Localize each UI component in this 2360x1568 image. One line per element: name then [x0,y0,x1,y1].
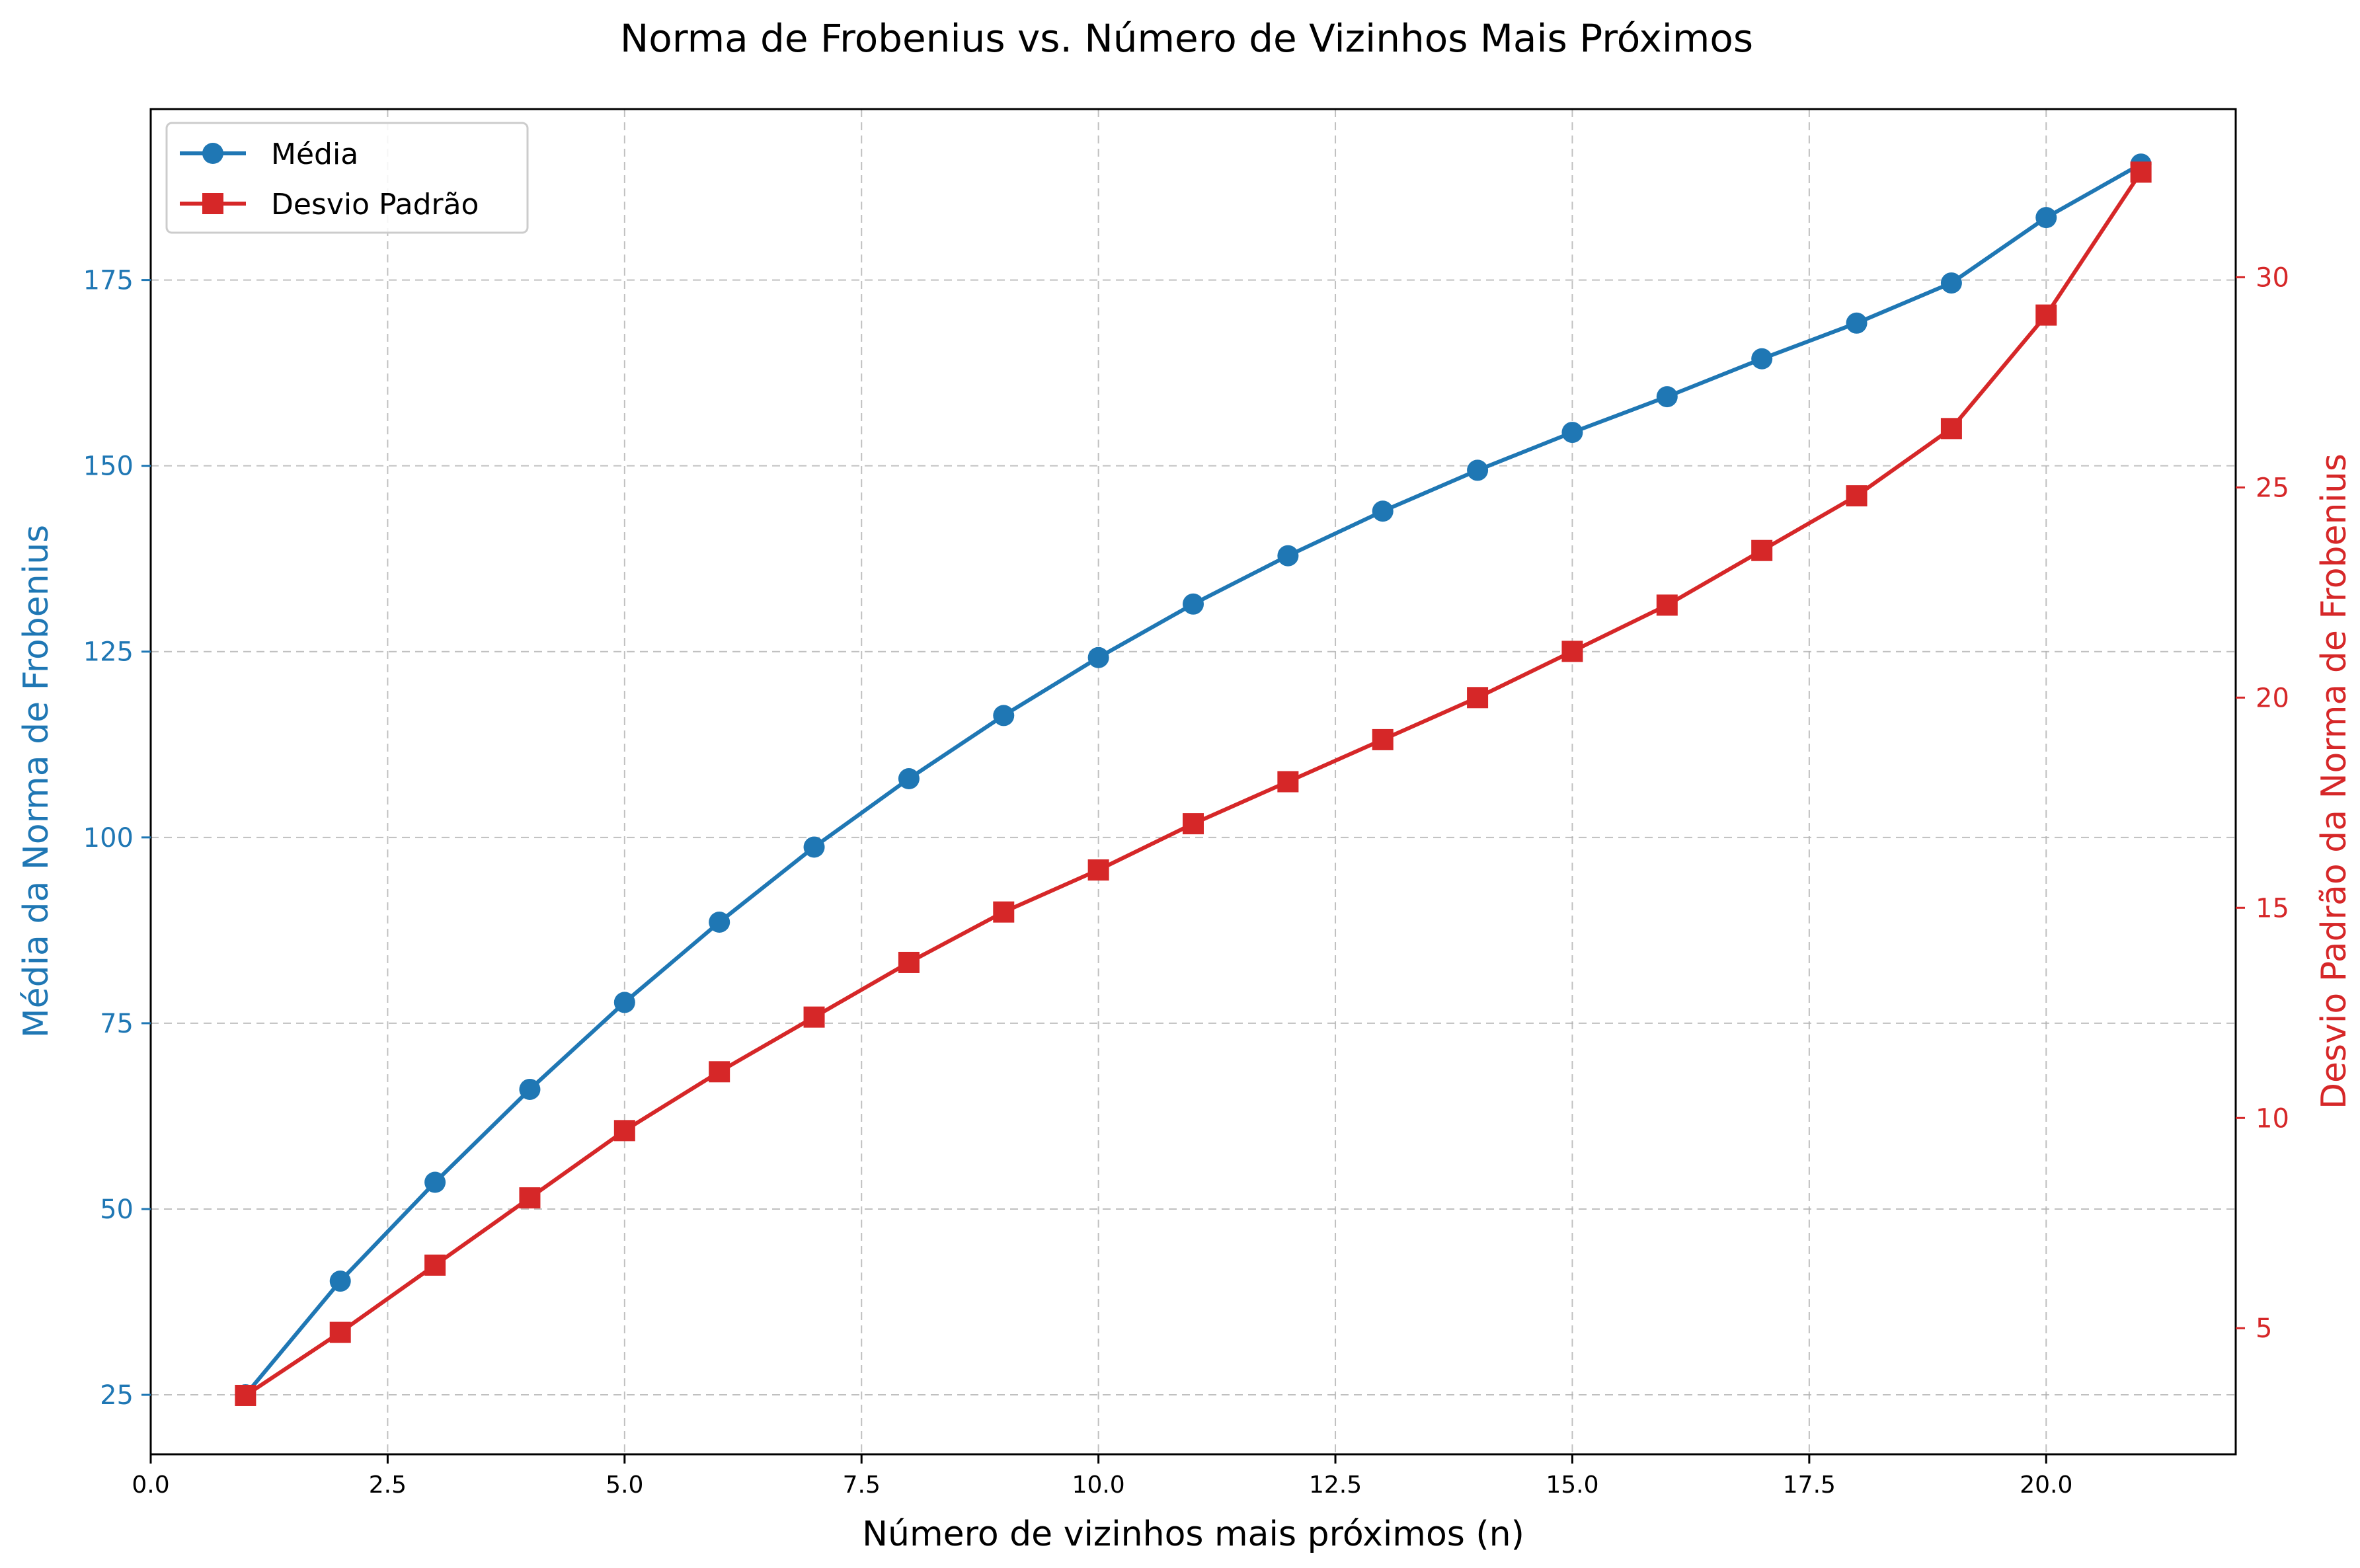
x-axis-label: Número de vizinhos mais próximos (n) [862,1514,1524,1554]
media-point [1183,593,1204,615]
legend-box [165,122,529,234]
desvio-point [2035,304,2057,326]
x-tick-label: 17.5 [1783,1471,1836,1499]
legend-media-marker [202,143,223,164]
y-left-tick-label: 125 [83,637,134,668]
desvio-point [1277,771,1299,793]
y-left-tick-label: 100 [83,823,134,853]
desvio-point [2130,161,2152,183]
desvio-point [1183,813,1204,835]
x-tick-label: 12.5 [1309,1471,1362,1499]
grid-lines [151,109,2236,1454]
x-tick-label: 10.0 [1072,1471,1125,1499]
media-point [1846,312,1868,334]
media-point [2035,207,2057,229]
y-left-tick-label: 75 [100,1009,134,1039]
desvio-point [1940,418,1962,440]
media-point [1656,386,1678,408]
desvio-point [803,1006,825,1028]
media-point [329,1271,351,1292]
media-point [709,911,730,933]
chart-title: Norma de Frobenius vs. Número de Vizinho… [620,16,1753,61]
x-tick-label: 15.0 [1546,1471,1598,1499]
desvio-point [993,901,1015,923]
y-right-tick-label: 10 [2256,1103,2289,1134]
x-tick-label: 7.5 [843,1471,881,1499]
media-point [898,768,920,790]
media-point [1372,500,1394,522]
desvio-point [1467,687,1489,709]
desvio-point [898,951,920,973]
legend-desvio-marker [202,193,223,214]
desvio-point [709,1061,730,1083]
media-point [1561,422,1583,444]
y-left-tick-label: 175 [83,266,134,296]
x-tick-label: 2.5 [369,1471,407,1499]
desvio-point [1656,594,1678,616]
legend-desvio-label: Desvio Padrão [271,188,479,221]
desvio-point [1846,485,1868,507]
desvio-point [519,1187,541,1209]
y-left-tick-label: 25 [100,1380,134,1411]
y-left-tick-label: 50 [100,1195,134,1225]
y-right-tick-label: 5 [2256,1313,2272,1344]
desvio-point [424,1254,446,1276]
y-right-axis-label: Desvio Padrão da Norma de Frobenius [2314,453,2354,1109]
media-point [519,1078,541,1100]
desvio-point [613,1120,635,1142]
media-point [424,1171,446,1193]
desvio-point [1372,728,1394,750]
y-right-tick-label: 20 [2256,683,2289,713]
x-tick-label: 20.0 [2020,1471,2072,1499]
plot-frame [149,108,2237,1456]
media-point [1940,272,1962,294]
y-left-tick-label: 150 [83,451,134,482]
y-right-tick-label: 15 [2256,893,2289,923]
media-point [613,992,635,1013]
media-point [803,836,825,858]
legend-media-label: Média [271,137,358,171]
media-point [1277,545,1299,567]
y-right-tick-label: 30 [2256,262,2289,293]
desvio-point [1087,859,1109,881]
legend: Média Desvio Padrão [165,122,529,234]
media-point [1467,459,1489,481]
series-layer [235,153,2152,1406]
media-point [1751,348,1773,370]
media-point [993,705,1015,726]
desvio-point [329,1321,351,1343]
y-left-axis-label: Média da Norma de Frobenius [17,525,56,1039]
x-tick-label: 0.0 [132,1471,169,1499]
y-right-tick-label: 25 [2256,473,2289,503]
desvio-point [1751,539,1773,561]
x-tick-label: 5.0 [606,1471,643,1499]
media-point [1087,647,1109,668]
ticks-layer: 0.0 2.5 5.0 7.5 10.0 12.5 15.0 17.5 20.0 25 50 75 10… [83,262,2289,1499]
desvio-point [235,1384,256,1406]
desvio-point [1561,641,1583,662]
